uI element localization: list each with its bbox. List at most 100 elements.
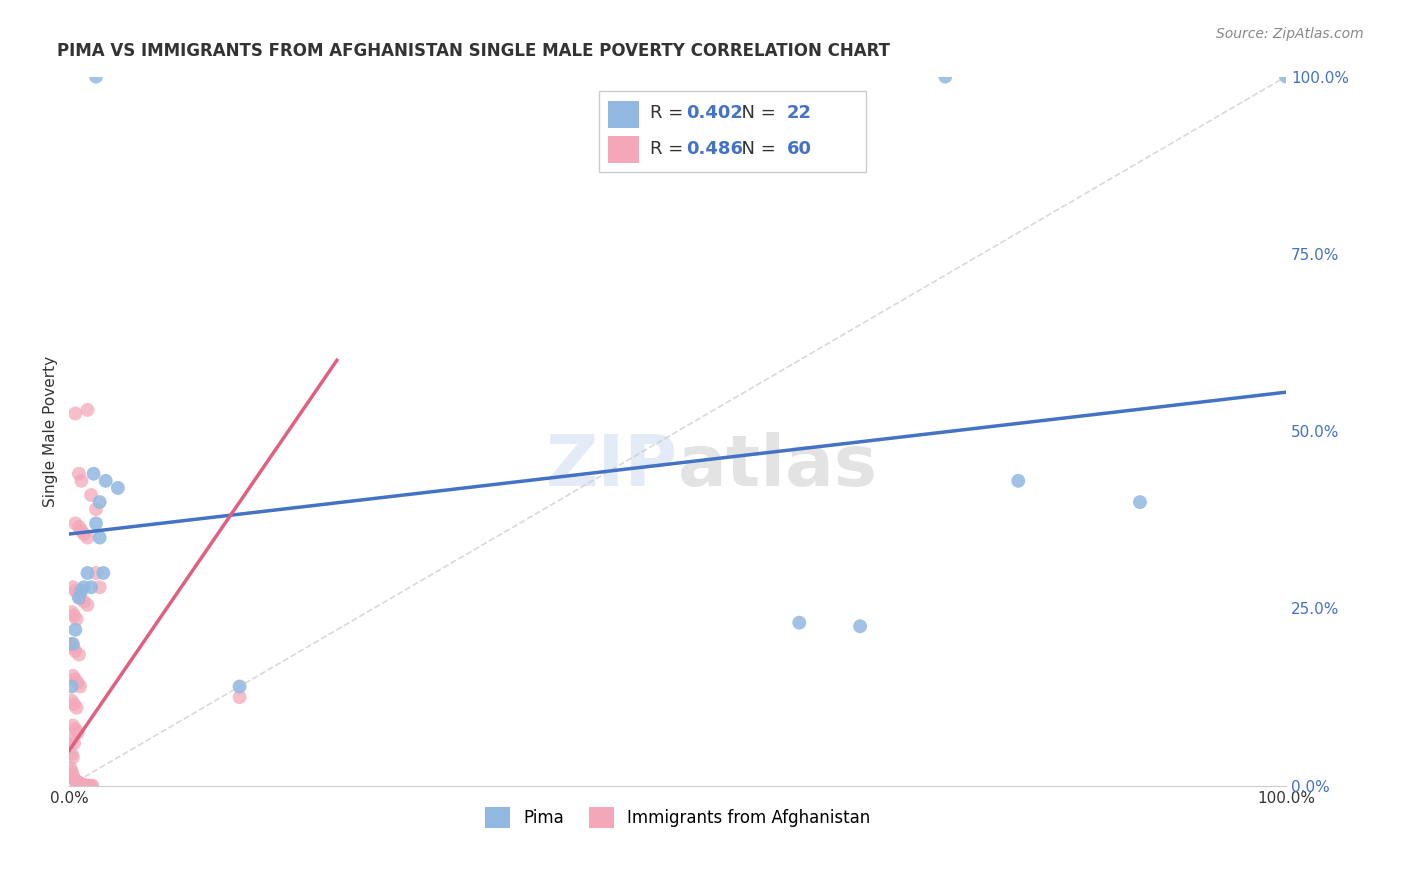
Point [63, 608, 86, 623]
Point [63, 697, 86, 711]
Point [94, 474, 117, 488]
FancyBboxPatch shape [609, 102, 638, 128]
Point [60, 605, 83, 619]
Point [73, 594, 96, 608]
Point [67, 591, 90, 605]
Point [228, 690, 250, 705]
Point [89, 580, 111, 594]
Text: R =: R = [650, 104, 689, 122]
Point [72, 778, 94, 792]
Point [70, 777, 93, 791]
Point [84, 566, 107, 580]
Point [69, 777, 91, 791]
Point [76, 598, 98, 612]
Point [69, 591, 91, 605]
Point [66, 587, 89, 601]
Point [76, 403, 98, 417]
Point [73, 580, 96, 594]
Point [84, 516, 107, 531]
Point [65, 773, 87, 788]
Point [76, 531, 98, 545]
Text: ZIP: ZIP [546, 432, 678, 501]
Point [67, 467, 90, 481]
Point [63, 772, 86, 786]
Point [89, 531, 111, 545]
Point [67, 520, 90, 534]
Point [67, 776, 90, 790]
Point [60, 732, 83, 747]
Point [787, 615, 810, 630]
Text: 0.402: 0.402 [686, 104, 742, 122]
Point [70, 474, 93, 488]
Point [59, 637, 82, 651]
Point [67, 648, 90, 662]
Point [75, 779, 97, 793]
Point [59, 761, 82, 775]
Point [91, 566, 114, 580]
Point [79, 779, 101, 793]
Point [73, 779, 96, 793]
Point [84, 502, 107, 516]
Point [80, 580, 103, 594]
Point [76, 779, 98, 793]
Point [65, 673, 87, 687]
Point [77, 779, 100, 793]
Point [65, 407, 87, 421]
Point [107, 481, 129, 495]
Point [65, 722, 87, 736]
Text: atlas: atlas [678, 432, 877, 501]
Point [65, 612, 87, 626]
Point [66, 775, 89, 789]
Point [849, 619, 872, 633]
Point [65, 516, 87, 531]
FancyBboxPatch shape [599, 91, 866, 172]
Point [70, 583, 93, 598]
Y-axis label: Single Male Poverty: Single Male Poverty [44, 356, 58, 507]
Point [1275, 70, 1298, 84]
Point [60, 694, 83, 708]
Point [62, 750, 84, 764]
Point [228, 680, 250, 694]
Text: PIMA VS IMMIGRANTS FROM AFGHANISTAN SINGLE MALE POVERTY CORRELATION CHART: PIMA VS IMMIGRANTS FROM AFGHANISTAN SING… [58, 42, 890, 60]
Point [66, 725, 89, 739]
Point [82, 779, 104, 793]
Point [1129, 495, 1152, 509]
Point [69, 680, 91, 694]
Point [62, 580, 84, 594]
Text: 60: 60 [787, 140, 813, 158]
Point [65, 583, 87, 598]
Point [934, 70, 956, 84]
Point [65, 700, 87, 714]
Point [80, 779, 103, 793]
Point [62, 768, 84, 782]
Text: N =: N = [730, 104, 782, 122]
Point [73, 778, 96, 792]
Point [62, 718, 84, 732]
Point [84, 70, 107, 84]
Legend: Pima, Immigrants from Afghanistan: Pima, Immigrants from Afghanistan [478, 800, 877, 834]
Text: Source: ZipAtlas.com: Source: ZipAtlas.com [1216, 27, 1364, 41]
Text: N =: N = [730, 140, 782, 158]
Point [76, 566, 98, 580]
Point [73, 527, 96, 541]
Text: 22: 22 [787, 104, 813, 122]
Point [89, 495, 111, 509]
Point [62, 637, 84, 651]
FancyBboxPatch shape [609, 136, 638, 163]
Point [60, 764, 83, 779]
Text: R =: R = [650, 140, 689, 158]
Point [80, 488, 103, 502]
Point [1007, 474, 1029, 488]
Point [60, 680, 83, 694]
Point [70, 524, 93, 538]
Point [62, 640, 84, 655]
Point [65, 644, 87, 658]
Point [60, 747, 83, 761]
Text: 0.486: 0.486 [686, 140, 744, 158]
Point [62, 669, 84, 683]
Point [63, 736, 86, 750]
Point [65, 623, 87, 637]
Point [83, 467, 105, 481]
Point [65, 774, 87, 789]
Point [66, 676, 89, 690]
